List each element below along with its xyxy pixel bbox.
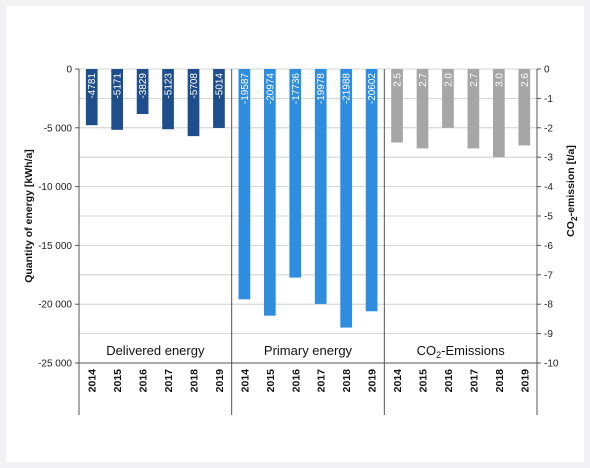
- bar: [365, 69, 378, 312]
- y-left-tick-label: -20 000: [38, 300, 72, 311]
- bar-value-label: -19978: [316, 73, 327, 105]
- x-tick-label: 2019: [214, 369, 226, 393]
- y-right-tick-label: -3: [544, 153, 553, 164]
- bar: [111, 69, 124, 130]
- bar-value-label: -5123: [164, 73, 175, 99]
- y-right-tick-label: -9: [544, 329, 553, 340]
- bar: [162, 69, 174, 130]
- y-axis-right-title: CO2-emission [t/a]: [565, 145, 579, 237]
- bar-value-label: 2.6: [520, 73, 531, 87]
- bar-value-label: -19587: [240, 73, 251, 105]
- x-tick-label: 2017: [316, 369, 328, 393]
- bar: [314, 69, 327, 304]
- bar: [187, 69, 200, 137]
- bar-value-label: 2.7: [469, 73, 480, 87]
- bar: [416, 69, 429, 149]
- bar: [213, 69, 225, 128]
- x-tick-label: 2014: [87, 369, 99, 393]
- x-tick-label: 2017: [468, 369, 480, 393]
- y-right-tick-label: -8: [544, 300, 553, 311]
- x-tick-label: 2014: [392, 369, 404, 393]
- bar: [136, 69, 149, 115]
- bar: [263, 69, 276, 316]
- bar: [492, 69, 505, 158]
- y-right-tick-label: -4: [544, 182, 553, 193]
- group-label: Delivered energy: [106, 343, 205, 358]
- y-left-tick-label: -5 000: [44, 123, 73, 134]
- group-label: CO2-Emissions: [417, 343, 506, 360]
- y-left-tick-label: 0: [66, 65, 72, 76]
- bar: [289, 69, 302, 278]
- y-right-tick-label: 0: [544, 65, 550, 76]
- y-left-tick-label: -10 000: [38, 182, 72, 193]
- y-axis-left-title: Quantity of energy [kWh/a]: [23, 149, 35, 283]
- chart-frame: -4781 -5171 -3829 -5123 -5708 -5014 Delivered …: [6, 6, 584, 462]
- y-right-tick-label: -10: [544, 359, 559, 370]
- x-tick-label: 2015: [418, 369, 430, 393]
- bar: [467, 69, 480, 149]
- axes-layer: 0 -5 000 -10 000 -15 000 -20 000 -25 000 0 -1 -2…: [38, 65, 559, 415]
- x-tick-label: 2016: [290, 369, 302, 393]
- bar-value-label: 2.0: [443, 73, 454, 87]
- y-right-tick-label: -2: [544, 123, 553, 134]
- x-tick-label: 2018: [494, 369, 506, 393]
- x-tick-label: 2014: [239, 369, 251, 393]
- x-tick-label: 2019: [367, 369, 379, 393]
- y-right-tick-label: -5: [544, 212, 553, 223]
- bar-value-label: -3829: [138, 73, 149, 99]
- bar-value-label: -21988: [342, 73, 353, 105]
- bar-value-label: 3.0: [494, 73, 505, 87]
- bar-value-label: -5171: [113, 73, 124, 99]
- group-label: Primary energy: [264, 343, 353, 358]
- x-tick-label: 2018: [189, 369, 201, 393]
- bar-value-label: -20974: [265, 73, 276, 105]
- bar: [518, 69, 531, 146]
- bar-value-label: -4781: [87, 73, 98, 99]
- y-right-tick-label: -7: [544, 270, 553, 281]
- bar-value-label: -5014: [214, 73, 225, 99]
- bar: [442, 69, 454, 128]
- bar: [85, 69, 98, 126]
- x-tick-label: 2015: [265, 369, 277, 393]
- y-left-tick-label: -15 000: [38, 241, 72, 252]
- bar-value-label: -17736: [291, 73, 302, 105]
- x-tick-label: 2016: [443, 369, 455, 393]
- bar-value-label: 2.7: [418, 73, 429, 87]
- group-dividers: [231, 69, 385, 415]
- y-right-tick-label: -6: [544, 241, 553, 252]
- bar-value-label: -20602: [367, 73, 378, 105]
- x-tick-label: 2015: [112, 369, 124, 393]
- bar: [391, 69, 403, 143]
- bar-value-label: -5708: [189, 73, 200, 99]
- x-tick-label: 2017: [163, 369, 175, 393]
- bar: [340, 69, 353, 328]
- bar-value-label: 2.5: [393, 73, 404, 87]
- energy-chart: -4781 -5171 -3829 -5123 -5708 -5014 Delivered …: [23, 65, 579, 415]
- bars-layer: -4781 -5171 -3829 -5123 -5708 -5014 Delivered …: [85, 69, 531, 360]
- y-right-tick-label: -1: [544, 94, 553, 105]
- x-tick-label: 2016: [138, 369, 150, 393]
- bar: [238, 69, 251, 300]
- y-left-tick-label: -25 000: [38, 359, 72, 370]
- x-tick-label: 2018: [341, 369, 353, 393]
- x-tick-label: 2019: [519, 369, 531, 393]
